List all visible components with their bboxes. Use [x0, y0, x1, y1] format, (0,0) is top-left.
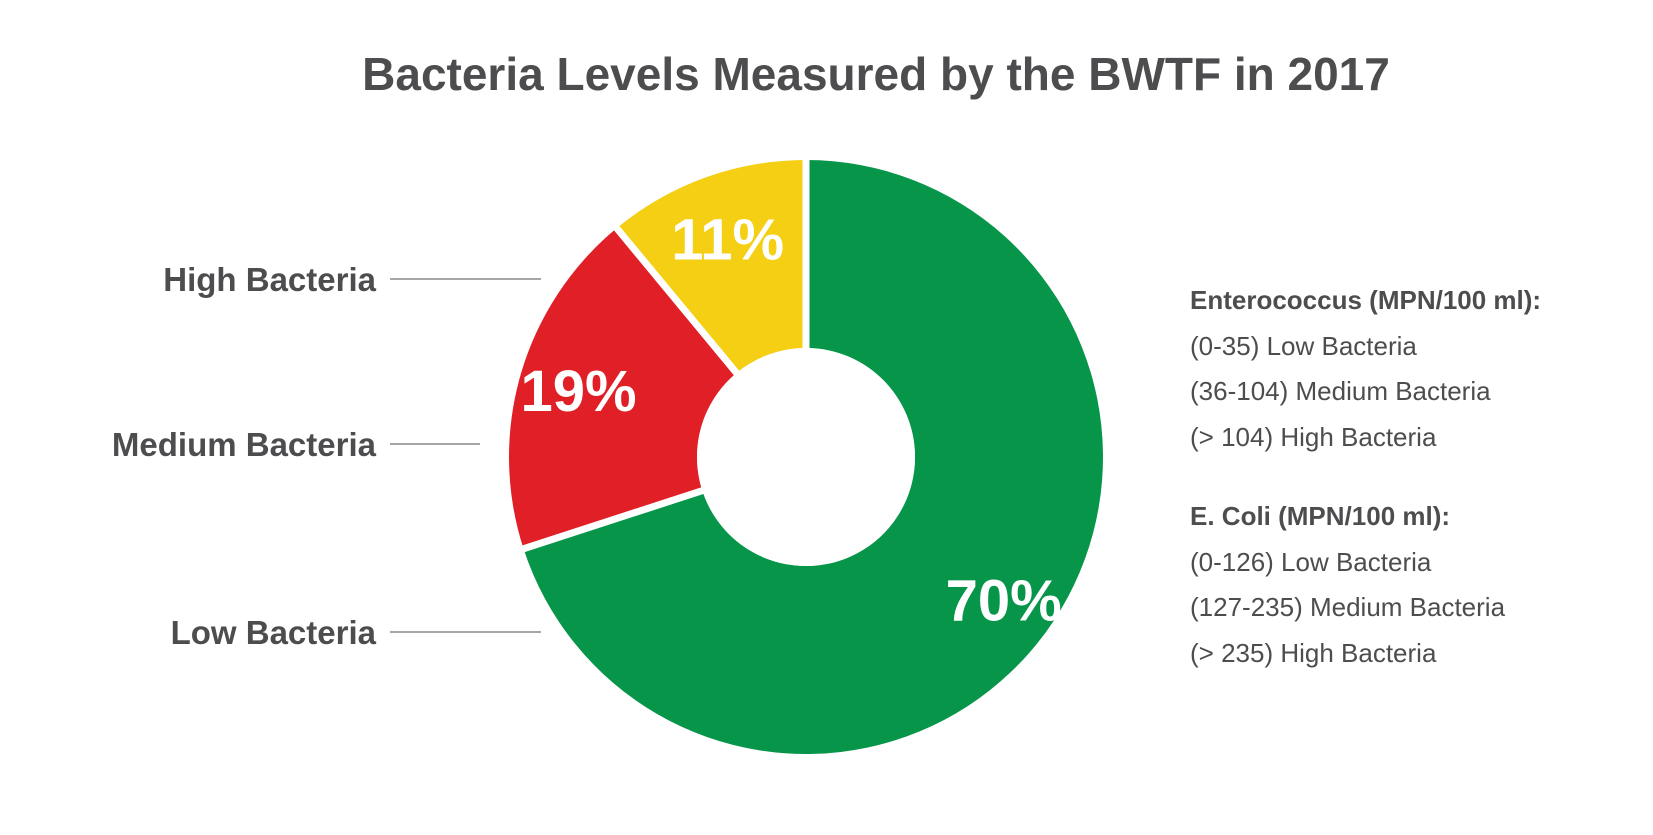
legend-item: (36-104) Medium Bacteria [1190, 376, 1491, 406]
percent-label-high-bacteria: 19% [521, 359, 637, 424]
legend-item: (0-35) Low Bacteria [1190, 330, 1417, 361]
slice-low-bacteria [523, 160, 1104, 754]
legend-item: (> 104) High Bacteria [1190, 421, 1437, 452]
bacteria-thresholds-legend: Enterococcus (MPN/100 ml): (0-35) Low Ba… [1190, 278, 1630, 676]
enterococcus-legend-group: Enterococcus (MPN/100 ml): (0-35) Low Ba… [1190, 278, 1630, 460]
slice-medium-bacteria [616, 160, 806, 374]
percent-label-low-bacteria: 70% [946, 569, 1062, 634]
chart-title: Bacteria Levels Measured by the BWTF in … [362, 48, 1390, 100]
legend-heading: Enterococcus (MPN/100 ml): [1190, 285, 1542, 315]
legend-item: (0-126) Low Bacteria [1190, 546, 1432, 577]
legend-item: (127-235) Medium Bacteria [1190, 592, 1506, 622]
legend-heading: E. Coli (MPN/100 ml): [1190, 501, 1451, 531]
percent-label-medium-bacteria: 11% [671, 207, 784, 272]
category-label-high-bacteria: High Bacteria [163, 261, 376, 298]
donut-hole [697, 348, 915, 566]
legend-item: (> 235) High Bacteria [1190, 637, 1437, 668]
category-label-medium-bacteria: Medium Bacteria [112, 426, 377, 463]
ecoli-legend-group: E. Coli (MPN/100 ml): (0-126) Low Bacter… [1190, 494, 1630, 676]
category-label-low-bacteria: Low Bacteria [171, 614, 377, 651]
